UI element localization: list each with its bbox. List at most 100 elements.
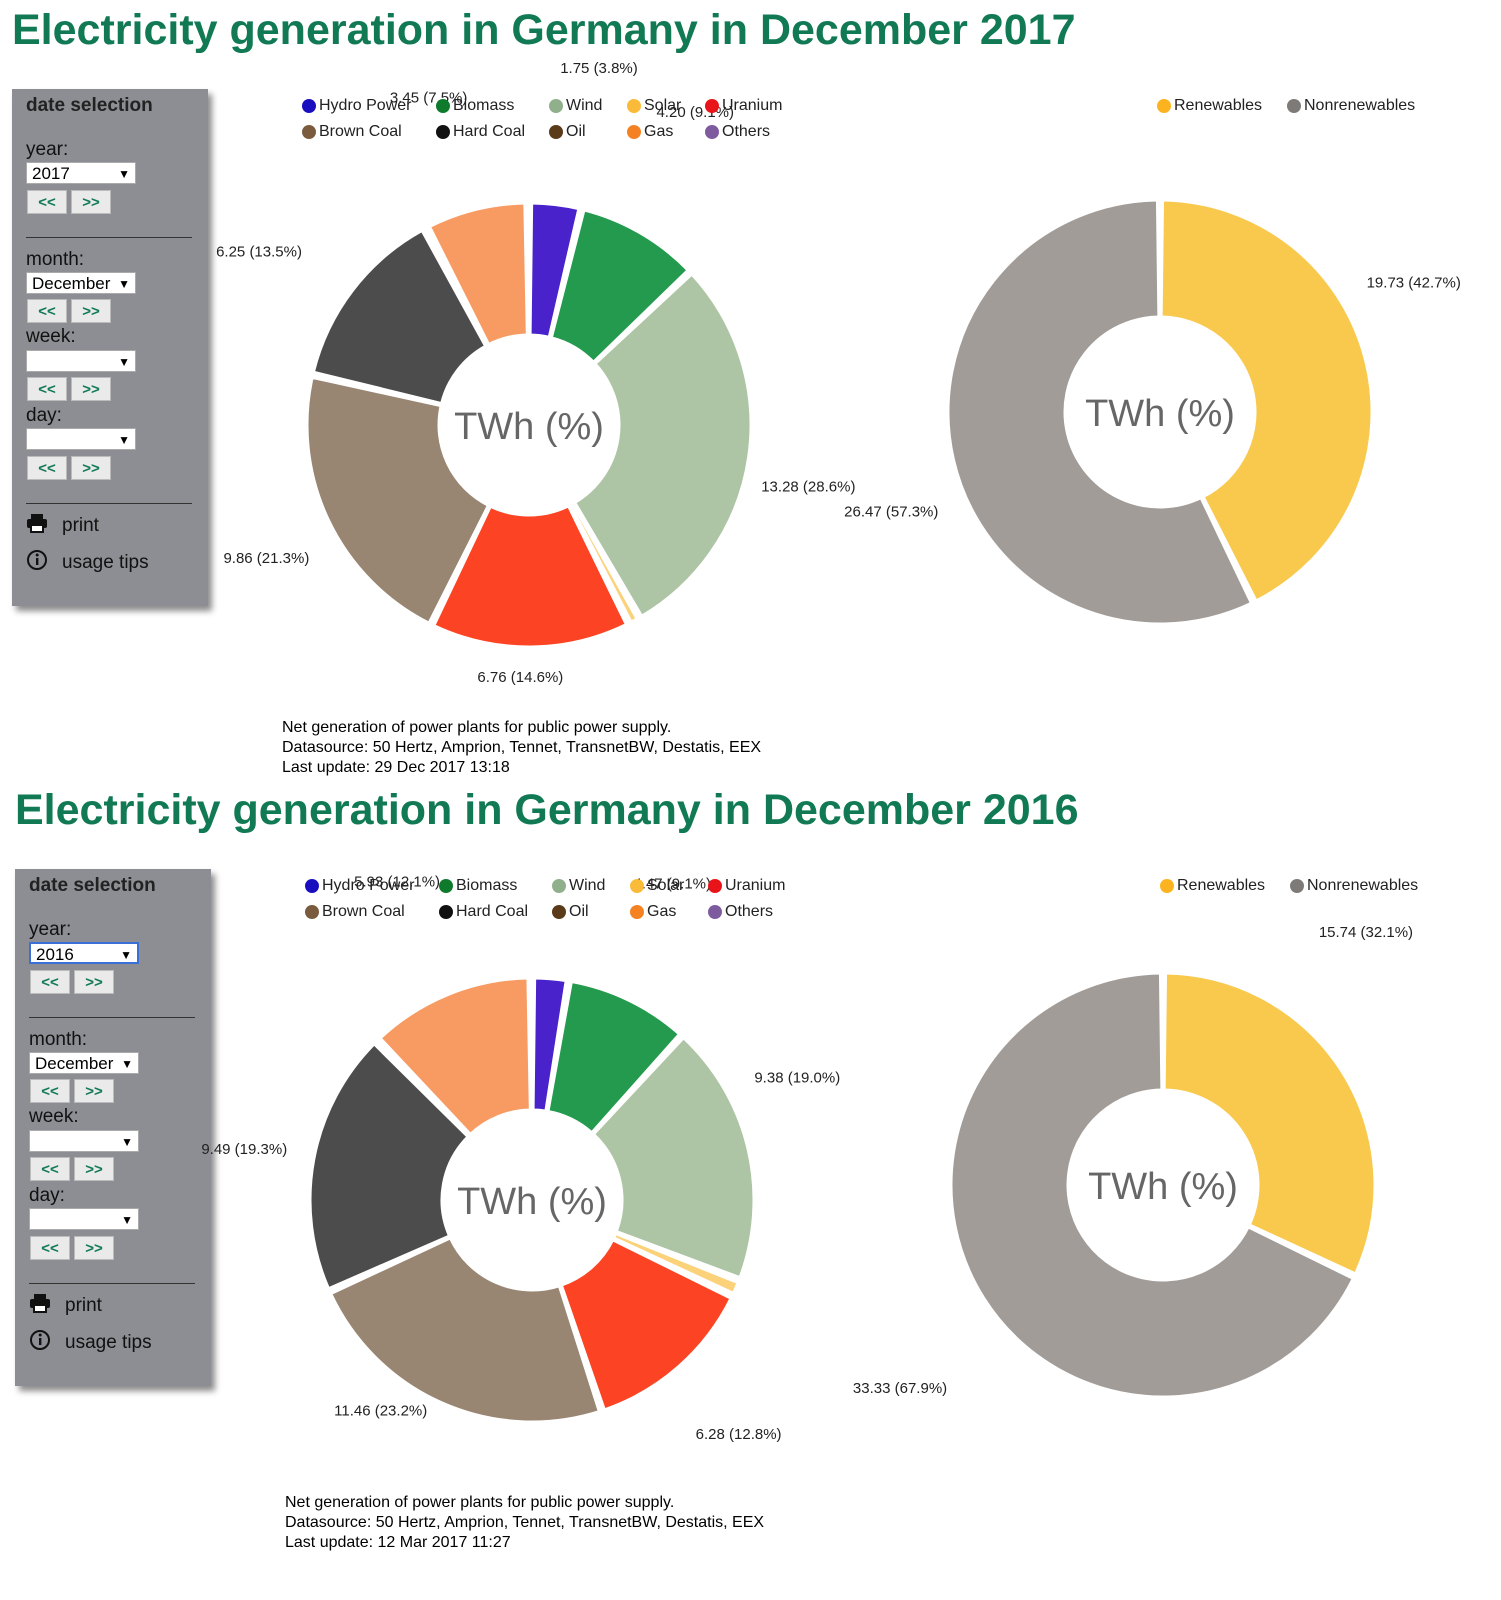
month-next-button[interactable]: >>: [74, 1079, 114, 1103]
print-link[interactable]: print: [26, 513, 99, 539]
legend-item-hard-coal[interactable]: Hard Coal: [436, 123, 525, 141]
slice-others[interactable]: [529, 976, 534, 1112]
week-prev-button[interactable]: <<: [27, 377, 67, 401]
slice-solar[interactable]: [612, 1232, 740, 1295]
slice-label-nonrenewables: 33.33 (67.9%): [853, 1380, 947, 1397]
month-next-button[interactable]: >>: [71, 299, 111, 323]
legend-item-others[interactable]: Others: [708, 903, 773, 921]
month-select[interactable]: December ▼: [26, 272, 136, 294]
usage-tips-link[interactable]: usage tips: [26, 549, 149, 577]
print-link[interactable]: print: [29, 1293, 102, 1319]
legend-swatch: [705, 99, 719, 113]
slice-gas[interactable]: [427, 201, 529, 347]
slice-brown-coal[interactable]: [329, 1236, 601, 1424]
legend-item-oil[interactable]: Oil: [552, 903, 589, 921]
slice-gas[interactable]: [378, 976, 532, 1136]
sidebar-divider: [29, 1283, 195, 1284]
legend-item-biomass[interactable]: Biomass: [436, 97, 514, 115]
slice-renewables[interactable]: [1159, 198, 1374, 603]
year-value: 2017: [32, 164, 70, 183]
legend-item-biomass[interactable]: Biomass: [439, 877, 517, 895]
legend-label: Solar: [644, 97, 682, 114]
slice-hydro-power[interactable]: [528, 201, 581, 339]
legend-item-hydro-power[interactable]: Hydro Power: [305, 877, 414, 895]
slice-wind[interactable]: [573, 272, 753, 618]
slice-label-brown-coal: 11.46 (23.2%): [334, 1403, 427, 1420]
slice-label-uranium: 6.76 (14.6%): [477, 669, 563, 686]
year-select[interactable]: 2017 ▼: [26, 162, 136, 184]
week-next-button[interactable]: >>: [71, 377, 111, 401]
legend-item-uranium[interactable]: Uranium: [705, 97, 782, 115]
legend-item-hard-coal[interactable]: Hard Coal: [439, 903, 528, 921]
legend-item-solar[interactable]: Solar: [630, 877, 684, 895]
week-prev-button[interactable]: <<: [30, 1157, 70, 1181]
legend-item-renewables[interactable]: Renewables: [1157, 97, 1262, 115]
legend-item-brown-coal[interactable]: Brown Coal: [302, 123, 402, 141]
year-select[interactable]: 2016 ▼: [29, 942, 139, 964]
year-prev-button[interactable]: <<: [27, 190, 67, 214]
legend-item-wind[interactable]: Wind: [549, 97, 602, 115]
slice-wind[interactable]: [591, 1036, 756, 1280]
slice-nonrenewables[interactable]: [949, 971, 1355, 1399]
legend-item-nonrenewables[interactable]: Nonrenewables: [1290, 877, 1418, 895]
legend-item-gas[interactable]: Gas: [627, 123, 673, 141]
day-next-button[interactable]: >>: [74, 1236, 114, 1260]
day-next-button[interactable]: >>: [71, 456, 111, 480]
legend-swatch: [708, 879, 722, 893]
legend-item-hydro-power[interactable]: Hydro Power: [302, 97, 411, 115]
slice-hydro-power[interactable]: [531, 976, 568, 1113]
day-prev-button[interactable]: <<: [27, 456, 67, 480]
legend-item-renewables[interactable]: Renewables: [1160, 877, 1265, 895]
legend-item-others[interactable]: Others: [705, 123, 770, 141]
legend-item-brown-coal[interactable]: Brown Coal: [305, 903, 405, 921]
month-select[interactable]: December ▼: [29, 1052, 139, 1074]
year-next-button[interactable]: >>: [74, 970, 114, 994]
year-label: year:: [29, 919, 72, 940]
slice-renewables[interactable]: [1162, 971, 1377, 1276]
legend-item-oil[interactable]: Oil: [549, 123, 586, 141]
month-prev-button[interactable]: <<: [27, 299, 67, 323]
slice-others[interactable]: [526, 201, 531, 337]
slice-biomass[interactable]: [546, 980, 682, 1135]
printer-icon: [26, 513, 50, 539]
sidebar-heading: date selection: [29, 875, 156, 896]
legend-label: Wind: [566, 97, 603, 114]
panel-2016: Electricity generation in Germany in Dec…: [0, 780, 1501, 1570]
legend-item-wind[interactable]: Wind: [552, 877, 605, 895]
dropdown-arrow-icon: ▼: [120, 948, 132, 962]
week-select[interactable]: ▼: [26, 350, 136, 372]
slice-label-gas: 5.93 (12.1%): [354, 874, 440, 891]
day-select[interactable]: ▼: [29, 1208, 139, 1230]
year-prev-button[interactable]: <<: [30, 970, 70, 994]
center-label: TWh (%): [454, 406, 604, 448]
legend-label: Nonrenewables: [1307, 877, 1419, 894]
legend-swatch: [1157, 99, 1171, 113]
legend-item-solar[interactable]: Solar: [627, 97, 681, 115]
month-prev-button[interactable]: <<: [30, 1079, 70, 1103]
slice-solar[interactable]: [568, 502, 639, 624]
slice-label-renewables: 19.73 (42.7%): [1367, 274, 1461, 291]
slice-hard-coal[interactable]: [308, 1042, 470, 1291]
slice-biomass[interactable]: [549, 208, 690, 364]
week-select[interactable]: ▼: [29, 1130, 139, 1152]
legend-swatch: [1290, 879, 1304, 893]
year-next-button[interactable]: >>: [71, 190, 111, 214]
slice-hard-coal[interactable]: [311, 228, 488, 406]
slice-nonrenewables[interactable]: [946, 198, 1254, 626]
slice-brown-coal[interactable]: [305, 375, 490, 625]
footer-line: Datasource: 50 Hertz, Amprion, Tennet, T…: [282, 739, 762, 756]
usage-tips-label: usage tips: [62, 552, 149, 573]
slice-uranium[interactable]: [559, 1238, 733, 1412]
day-select[interactable]: ▼: [26, 428, 136, 450]
usage-tips-link[interactable]: usage tips: [29, 1329, 152, 1357]
slice-uranium[interactable]: [432, 504, 628, 649]
month-label: month:: [26, 249, 85, 270]
day-label: day:: [29, 1185, 65, 1206]
legend-item-uranium[interactable]: Uranium: [708, 877, 785, 895]
legend-item-gas[interactable]: Gas: [630, 903, 676, 921]
day-prev-button[interactable]: <<: [30, 1236, 70, 1260]
legend-label: Hydro Power: [319, 97, 412, 114]
legend-item-nonrenewables[interactable]: Nonrenewables: [1287, 97, 1415, 115]
print-label: print: [62, 515, 99, 536]
week-next-button[interactable]: >>: [74, 1157, 114, 1181]
